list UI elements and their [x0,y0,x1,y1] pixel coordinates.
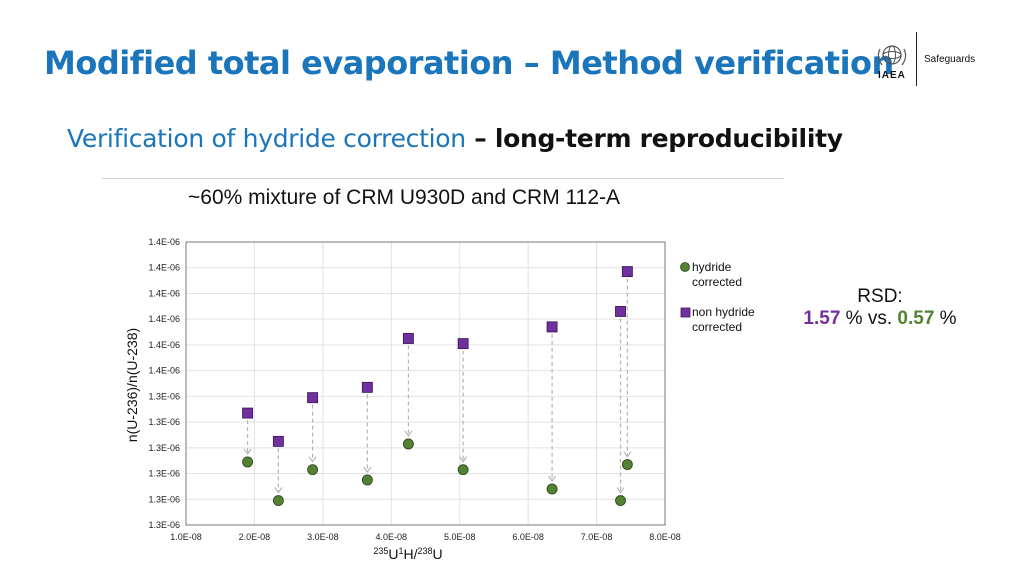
point-hydride-corrected [307,464,319,476]
point-hydride-corrected [621,459,633,470]
x-label-h: H/ [404,546,418,562]
point-non-hydride-corrected [615,306,626,317]
correction-arrow-head [308,456,317,463]
y-tick-label: 1.4E-06 [148,366,180,376]
x-tick-label: 2.0E-08 [239,532,271,542]
rsd-value-corrected: 0.57 [897,308,935,329]
point-non-hydride-corrected [242,407,254,419]
y-tick-label: 1.3E-06 [148,520,180,530]
point-hydride-corrected [457,464,469,476]
correction-arrow-head [623,451,632,458]
legend-marker-corrected [680,262,690,272]
rsd-comparison: 1.57 % vs. 0.57 % [780,308,980,330]
correction-arrow-head [404,430,413,438]
chart-legend: hydride corrected non hydride corrected [680,260,755,334]
x-tick-label: 3.0E-08 [307,532,339,542]
chart-grid [185,241,666,526]
header-rule [102,178,784,179]
plot-area-frame [185,241,666,526]
rsd-end-text: % [934,308,957,329]
data-points [242,266,633,507]
point-non-hydride-corrected [621,266,633,278]
x-tick-label: 7.0E-08 [581,532,613,542]
x-tick-label: 1.0E-08 [170,532,202,542]
x-tick-labels: 1.0E-08 2.0E-08 3.0E-08 4.0E-08 5.0E-08 6.0E-… [170,532,681,542]
chart-title: ~60% mixture of CRM U930D and CRM 112-A [188,186,621,209]
y-tick-label: 1.3E-06 [148,443,180,453]
point-non-hydride-corrected [361,381,373,393]
point-hydride-corrected [361,474,373,486]
legend-label-non-corrected-2: corrected [692,320,742,334]
correction-arrow-head [274,487,283,494]
legend-label-corrected-2: corrected [692,275,742,289]
iaea-emblem-icon [877,45,907,66]
point-non-hydride-corrected [307,392,319,404]
y-tick-label: 1.4E-06 [148,314,180,324]
correction-arrow-head [363,466,372,474]
rsd-value-non-corrected: 1.57 [803,308,841,329]
y-axis-label: n(U-236)/n(U-238) [124,328,140,442]
y-tick-label: 1.3E-06 [148,494,180,504]
point-non-hydride-corrected [402,333,414,344]
x-label-sup-1: 1 [398,546,403,556]
point-hydride-corrected [272,495,284,507]
x-label-u2: U [433,546,443,562]
x-axis-label: 235U1H/238U [373,546,442,562]
correction-arrow-head [616,487,625,494]
subtitle-topic: Verification of hydride correction [67,124,466,153]
x-tick-label: 6.0E-08 [512,532,544,542]
point-non-hydride-corrected [457,338,469,350]
y-tick-label: 1.4E-06 [148,237,180,247]
x-label-sup-238: 238 [418,546,433,556]
logo-divider [916,32,917,86]
point-non-hydride-corrected [272,435,284,447]
rsd-summary: RSD: 1.57 % vs. 0.57 % [780,286,980,330]
subtitle-detail: – long-term reproducibility [465,124,843,153]
point-hydride-corrected [546,483,558,495]
legend-label-corrected-1: hydride [692,260,732,274]
y-tick-label: 1.4E-06 [148,263,180,273]
y-tick-label: 1.4E-06 [148,340,180,350]
y-tick-label: 1.3E-06 [148,469,180,479]
page-subtitle: Verification of hydride correction – lon… [67,124,843,153]
point-hydride-corrected [242,456,254,468]
x-tick-label: 5.0E-08 [444,532,476,542]
x-label-u1: U [388,546,398,562]
x-tick-label: 8.0E-08 [649,532,681,542]
point-non-hydride-corrected [546,321,558,333]
x-label-sup-235: 235 [373,546,388,556]
x-tick-label: 4.0E-08 [376,532,408,542]
logo-text: IAEA [878,70,906,81]
correction-arrow-head [548,475,557,483]
point-hydride-corrected [402,438,414,450]
rsd-mid-text: % vs. [840,308,898,329]
department-label: Safeguards [924,54,976,65]
page-title: Modified total evaporation – Method veri… [44,44,894,82]
legend-label-non-corrected-1: non hydride [692,305,755,319]
rsd-label: RSD: [857,286,903,307]
correction-arrow-head [243,448,252,456]
correction-arrows [243,278,632,494]
point-hydride-corrected [615,495,626,507]
correction-arrow-head [459,456,468,463]
y-tick-label: 1.3E-06 [148,391,180,401]
y-tick-labels: 1.3E-06 1.3E-06 1.3E-06 1.3E-06 1.3E-06 1.3E-… [148,237,180,530]
y-tick-label: 1.3E-06 [148,417,180,427]
legend-marker-non-corrected [680,307,691,318]
y-tick-label: 1.4E-06 [148,288,180,298]
